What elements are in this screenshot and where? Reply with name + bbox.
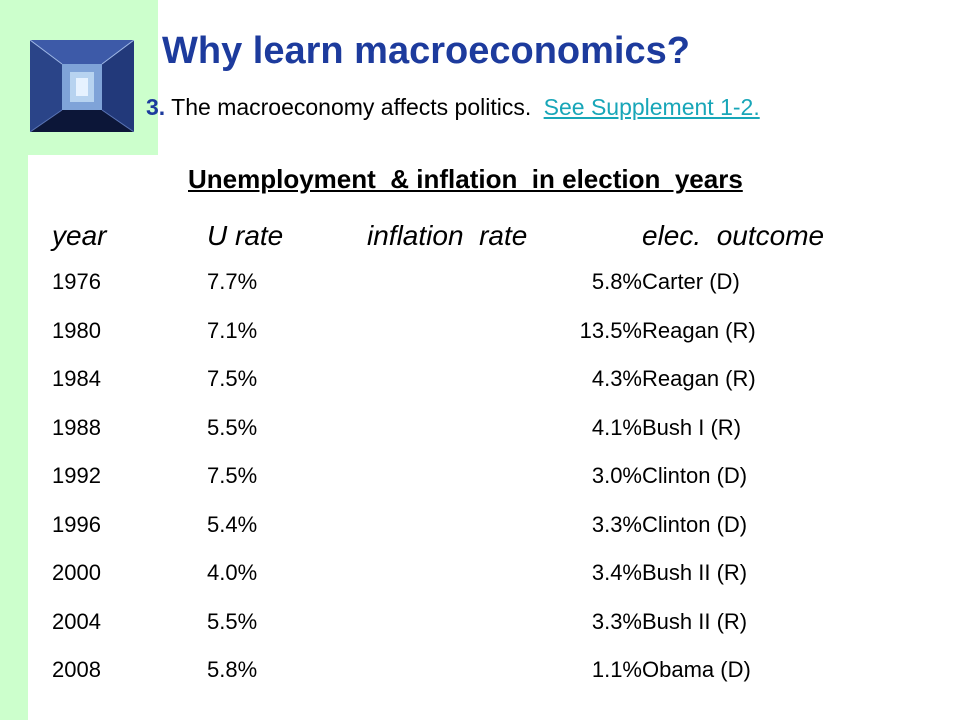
slide-title: Why learn macroeconomics? bbox=[162, 30, 690, 72]
cell-inflation-value: 13.5% bbox=[579, 317, 642, 343]
cell-u-rate: 5.5% bbox=[207, 414, 258, 440]
table-header-row: year U rate inflation rate elec. outcome bbox=[52, 214, 824, 258]
table-row: 1980 7.1% 13.5% Reagan (R) bbox=[52, 307, 824, 356]
cell-u-rate: 4.0% bbox=[207, 560, 258, 586]
point-line: 3. The macroeconomy affects politics. Se… bbox=[146, 94, 760, 121]
table-row: 2004 5.5% 3.3% Bush II (R) bbox=[52, 598, 824, 647]
cell-year: 2004 bbox=[52, 608, 101, 634]
cell-outcome: Reagan (R) bbox=[642, 317, 756, 343]
table-row: 1988 5.5% 4.1% Bush I (R) bbox=[52, 404, 824, 453]
cell-inflation: 3.3% bbox=[367, 501, 642, 550]
cell-year: 1980 bbox=[52, 317, 101, 343]
corridor-logo-icon bbox=[30, 40, 134, 132]
cell-inflation-value: 3.3% bbox=[591, 511, 642, 537]
cell-outcome: Bush I (R) bbox=[642, 414, 742, 440]
cell-u-rate: 5.8% bbox=[207, 657, 258, 683]
table-row: 2000 4.0% 3.4% Bush II (R) bbox=[52, 549, 824, 598]
cell-outcome: Clinton (D) bbox=[642, 463, 748, 489]
header-year: year bbox=[52, 220, 107, 251]
table-row: 1996 5.4% 3.3% Clinton (D) bbox=[52, 501, 824, 550]
table-row: 2008 5.8% 1.1% Obama (D) bbox=[52, 646, 824, 695]
cell-u-rate: 5.5% bbox=[207, 608, 258, 634]
header-inflation-rate: inflation rate bbox=[367, 220, 528, 251]
cell-u-rate: 7.1% bbox=[207, 317, 258, 343]
cell-inflation: 3.3% bbox=[367, 598, 642, 647]
cell-u-rate: 5.4% bbox=[207, 511, 258, 537]
cell-year: 1984 bbox=[52, 366, 101, 392]
cell-u-rate: 7.5% bbox=[207, 366, 258, 392]
cell-outcome: Bush II (R) bbox=[642, 608, 748, 634]
table-title: Unemployment & inflation in election yea… bbox=[188, 164, 743, 194]
cell-inflation: 5.8% bbox=[367, 258, 642, 307]
cell-inflation: 13.5% bbox=[367, 307, 642, 356]
cell-inflation-value: 3.0% bbox=[591, 463, 642, 489]
cell-year: 1996 bbox=[52, 511, 101, 537]
cell-inflation-value: 4.1% bbox=[591, 414, 642, 440]
cell-inflation: 3.0% bbox=[367, 452, 642, 501]
point-text: The macroeconomy affects politics. bbox=[171, 94, 532, 120]
table-row: 1984 7.5% 4.3% Reagan (R) bbox=[52, 355, 824, 404]
cell-inflation-value: 4.3% bbox=[591, 366, 642, 392]
table-row: 1976 7.7% 5.8% Carter (D) bbox=[52, 258, 824, 307]
cell-inflation: 4.1% bbox=[367, 404, 642, 453]
cell-u-rate: 7.5% bbox=[207, 463, 258, 489]
cell-outcome: Obama (D) bbox=[642, 657, 751, 683]
cell-outcome: Bush II (R) bbox=[642, 560, 748, 586]
cell-outcome: Reagan (R) bbox=[642, 366, 756, 392]
cell-inflation-value: 5.8% bbox=[591, 269, 642, 295]
cell-inflation: 3.4% bbox=[367, 549, 642, 598]
cell-year: 2000 bbox=[52, 560, 101, 586]
cell-year: 1992 bbox=[52, 463, 101, 489]
cell-outcome: Clinton (D) bbox=[642, 511, 748, 537]
cell-inflation-value: 3.3% bbox=[591, 608, 642, 634]
cell-year: 2008 bbox=[52, 657, 101, 683]
header-u-rate: U rate bbox=[207, 220, 284, 251]
cell-u-rate: 7.7% bbox=[207, 269, 258, 295]
cell-inflation-value: 1.1% bbox=[591, 657, 642, 683]
cell-inflation-value: 3.4% bbox=[591, 560, 642, 586]
point-number: 3. bbox=[146, 94, 166, 120]
cell-inflation: 4.3% bbox=[367, 355, 642, 404]
table-row: 1992 7.5% 3.0% Clinton (D) bbox=[52, 452, 824, 501]
cell-inflation: 1.1% bbox=[367, 646, 642, 695]
cell-outcome: Carter (D) bbox=[642, 269, 740, 295]
cell-year: 1988 bbox=[52, 414, 101, 440]
election-table: year U rate inflation rate elec. outcome… bbox=[52, 214, 824, 695]
header-election-outcome: elec. outcome bbox=[642, 220, 825, 251]
cell-year: 1976 bbox=[52, 269, 101, 295]
supplement-link[interactable]: See Supplement 1-2. bbox=[543, 94, 760, 120]
